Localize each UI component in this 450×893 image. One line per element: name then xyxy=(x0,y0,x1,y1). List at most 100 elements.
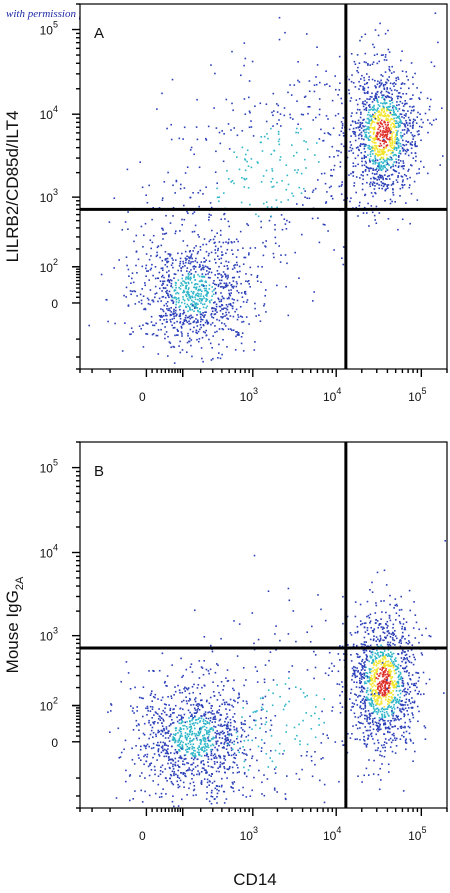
event-dot xyxy=(348,78,350,81)
event-dot xyxy=(175,259,177,261)
event-dot xyxy=(380,153,382,155)
event-dot xyxy=(379,22,381,25)
event-dot xyxy=(261,739,263,741)
event-dot xyxy=(178,345,180,347)
event-dot xyxy=(182,741,184,744)
event-dot xyxy=(377,626,379,629)
event-dot xyxy=(356,108,359,111)
event-dot xyxy=(389,722,391,724)
event-dot xyxy=(230,129,232,131)
event-dot xyxy=(251,789,253,792)
event-dot xyxy=(364,131,366,134)
event-dot xyxy=(215,127,218,129)
event-dot xyxy=(210,251,213,254)
event-dot xyxy=(420,91,422,94)
event-dot xyxy=(221,251,223,253)
event-dot xyxy=(196,703,199,705)
event-dot xyxy=(390,165,392,168)
event-dot xyxy=(199,289,201,292)
event-dot xyxy=(386,676,388,678)
event-dot xyxy=(383,741,386,743)
event-dot xyxy=(398,142,400,144)
y-tick-label-exponent: 2 xyxy=(53,257,58,267)
event-dot xyxy=(197,732,200,734)
event-dot xyxy=(181,277,183,280)
event-dot xyxy=(271,760,274,763)
event-dot xyxy=(241,296,244,298)
event-dot xyxy=(327,230,329,232)
event-dot xyxy=(312,189,315,192)
event-dot xyxy=(224,218,226,220)
event-dot xyxy=(160,300,162,302)
event-dot xyxy=(210,744,212,747)
event-dot xyxy=(170,138,173,141)
event-dot xyxy=(184,774,186,777)
event-dot xyxy=(378,145,381,147)
event-dot xyxy=(381,684,383,686)
event-dot xyxy=(382,161,385,164)
event-dot xyxy=(372,639,375,642)
event-dot xyxy=(171,296,174,299)
event-dot xyxy=(318,113,321,116)
event-dot xyxy=(161,284,163,286)
event-dot xyxy=(194,302,196,305)
event-dot xyxy=(188,717,190,719)
event-dot xyxy=(181,252,183,255)
event-dot xyxy=(388,174,390,177)
event-dot xyxy=(196,734,199,737)
event-dot xyxy=(180,267,183,270)
event-dot xyxy=(370,687,372,690)
event-dot xyxy=(206,266,209,268)
event-dot xyxy=(287,183,290,186)
event-dot xyxy=(299,688,302,690)
event-dot xyxy=(375,636,378,638)
event-dot xyxy=(195,755,197,758)
event-dot xyxy=(142,697,144,700)
event-dot xyxy=(185,700,188,702)
event-dot xyxy=(213,289,215,291)
event-dot xyxy=(272,185,275,188)
event-dot xyxy=(170,279,173,282)
event-dot xyxy=(193,153,195,156)
event-dot xyxy=(385,126,387,128)
event-dot xyxy=(151,690,153,692)
event-dot xyxy=(192,300,194,303)
event-dot xyxy=(360,712,362,714)
event-dot xyxy=(231,298,234,300)
event-dot xyxy=(418,710,420,713)
event-dot xyxy=(398,104,400,106)
event-dot xyxy=(374,669,376,671)
event-dot xyxy=(378,131,381,134)
event-dot xyxy=(179,322,181,324)
event-dot xyxy=(408,168,410,171)
event-dot xyxy=(179,312,182,315)
event-dot xyxy=(184,772,186,775)
event-dot xyxy=(394,657,397,659)
event-dot xyxy=(355,686,358,688)
event-dot xyxy=(328,186,331,189)
event-dot xyxy=(146,333,149,335)
event-dot xyxy=(405,748,407,751)
event-dot xyxy=(400,135,403,138)
event-dot xyxy=(372,707,375,710)
event-dot xyxy=(182,284,184,287)
event-dot xyxy=(159,770,162,772)
event-dot xyxy=(395,106,397,109)
event-dot xyxy=(411,106,414,108)
event-dot xyxy=(175,733,177,735)
event-dot xyxy=(246,702,248,705)
event-dot xyxy=(368,668,371,670)
event-dot xyxy=(387,106,389,108)
event-dot xyxy=(147,302,150,305)
event-dot xyxy=(385,664,388,666)
event-dot xyxy=(189,729,192,731)
event-dot xyxy=(228,733,230,735)
event-dot xyxy=(221,763,224,765)
event-dot xyxy=(185,259,187,261)
event-dot xyxy=(393,663,396,665)
event-dot xyxy=(197,273,199,276)
event-dot xyxy=(135,234,138,237)
event-dot xyxy=(177,297,179,300)
event-dot xyxy=(395,714,398,717)
event-dot xyxy=(160,699,163,701)
